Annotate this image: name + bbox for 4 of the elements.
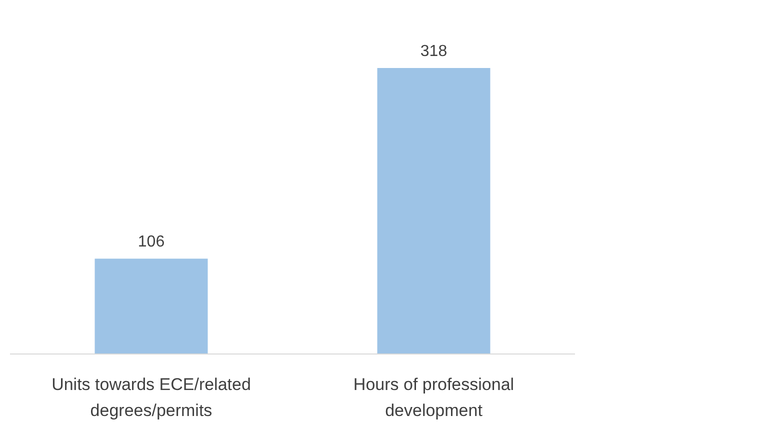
- data-label: 106: [138, 234, 165, 251]
- x-tick-label: Hours of professional development: [353, 375, 514, 420]
- data-label: 318: [420, 43, 448, 60]
- x-tick-label: Units towards ECE/related degrees/permits: [52, 375, 251, 420]
